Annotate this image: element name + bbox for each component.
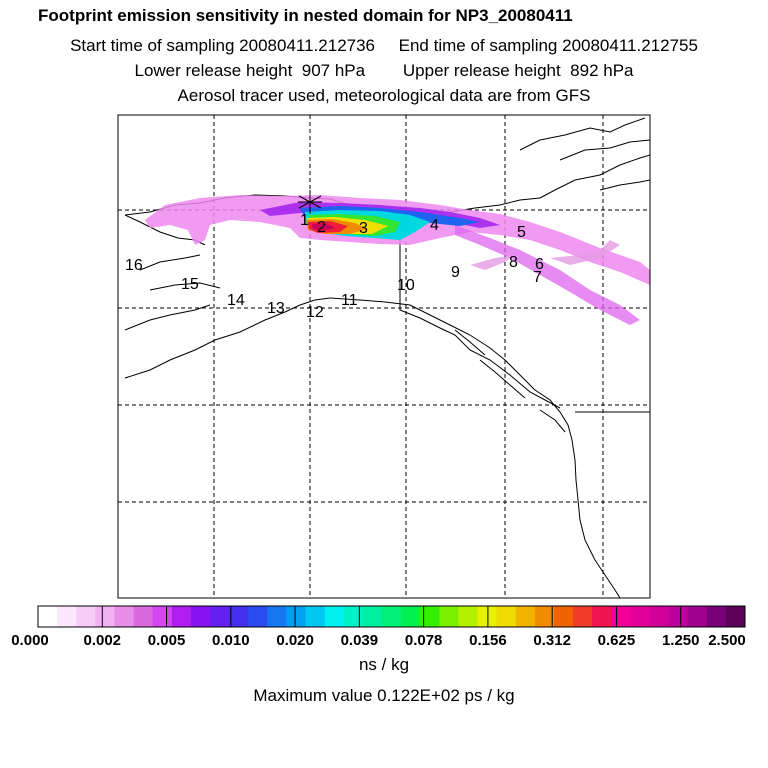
map-label-8: 8: [509, 254, 518, 271]
colorbar-swatch: [286, 606, 306, 627]
map-label-13: 13: [267, 300, 285, 317]
colorbar-swatch: [209, 606, 230, 627]
map-area: [118, 115, 650, 598]
map-label-10: 10: [397, 277, 415, 294]
colorbar-swatch: [630, 606, 650, 627]
colorbar-swatch: [57, 606, 77, 627]
map-label-16: 16: [125, 257, 143, 274]
aleutian-peninsula: [124, 297, 331, 379]
colorbar-tick-label: 1.250: [662, 632, 700, 649]
map-frame: [117, 114, 651, 599]
colorbar-swatch: [515, 606, 536, 627]
plot-title: Footprint emission sensitivity in nested…: [38, 6, 573, 25]
plume-core-magenta: [312, 223, 335, 231]
colorbar-tick-label: 0.020: [276, 632, 314, 649]
colorbar-swatch: [229, 606, 249, 627]
upper-height: Upper release height 892 hPa: [402, 61, 634, 80]
bc-islands: [454, 329, 566, 433]
colorbar-swatch: [573, 606, 593, 627]
map-label-6: 6: [535, 256, 544, 273]
colorbar-swatch: [477, 606, 497, 627]
colorbar-swatch: [38, 606, 58, 627]
map-label-1: 1: [300, 212, 309, 229]
colorbar-swatch: [362, 606, 383, 627]
colorbar-swatch: [439, 606, 459, 627]
alaska-canada-border: [399, 208, 561, 409]
colorbar-swatch: [343, 606, 364, 627]
colorbar-tick-label: 0.010: [212, 632, 250, 649]
colorbar-swatch: [171, 606, 192, 627]
canada-arctic-coast: [539, 154, 650, 199]
colorbar-swatch: [534, 606, 555, 627]
colorbar-swatch: [76, 606, 96, 627]
colorbar-swatch: [267, 606, 287, 627]
colorbar-swatch: [305, 606, 326, 627]
colorbar-tick-label: 0.000: [11, 632, 49, 649]
colorbar-swatch: [114, 606, 134, 627]
gulf-of-alaska: [329, 297, 621, 598]
colorbar-swatch: [95, 606, 115, 627]
colorbar-tick-label: 0.156: [469, 632, 507, 649]
emission-plume: [145, 195, 650, 325]
colorbar-swatch: [190, 606, 211, 627]
colorbar-units: ns / kg: [358, 655, 410, 674]
colorbar-swatch: [420, 606, 440, 627]
maximum-value: Maximum value 0.122E+02 ps / kg: [253, 686, 515, 705]
map-label-3: 3: [359, 220, 368, 237]
release-height-line: Lower release height 907 hPa Upper relea…: [0, 61, 768, 81]
plume-streak-1: [455, 225, 640, 325]
map-labels: 1 2 3 4 5 6 7 8 9 10 11 12 13 14 15 16: [125, 212, 544, 321]
map-label-7: 7: [533, 269, 542, 286]
borders: [399, 208, 650, 413]
colorbar-tick-labels: 0.000 0.002 0.005 0.010 0.020 0.039 0.078 0.156…: [11, 632, 746, 649]
map-label-4: 4: [430, 217, 439, 234]
colorbar-swatch: [687, 606, 708, 627]
colorbar-swatch: [458, 606, 478, 627]
colorbar-swatch: [401, 606, 421, 627]
arctic-islands: [519, 117, 650, 191]
colorbar-tick-label: 0.625: [598, 632, 636, 649]
colorbar: [37, 605, 746, 628]
alaska-west-coast: [124, 214, 221, 331]
map-label-9: 9: [451, 264, 460, 281]
colorbar-swatch: [152, 606, 173, 627]
colorbar-swatch: [592, 606, 612, 627]
tracer-info: Aerosol tracer used, meteorological data…: [177, 86, 591, 105]
colorbar-swatch: [725, 606, 746, 627]
graticule: [118, 115, 650, 598]
sampling-time-line: Start time of sampling 20080411.212736 E…: [0, 36, 768, 56]
start-time: Start time of sampling 20080411.212736: [70, 36, 376, 55]
colorbar-swatch: [649, 606, 669, 627]
map-label-2: 2: [317, 219, 326, 236]
colorbar-tick-label: 0.005: [148, 632, 186, 649]
plume-outer: [145, 195, 650, 285]
colorbar-swatch: [611, 606, 631, 627]
plume-streak-2: [470, 240, 620, 270]
colorbar-swatch: [381, 606, 402, 627]
colorbar-swatch: [553, 606, 574, 627]
colorbar-swatch: [324, 606, 345, 627]
map-label-11: 11: [341, 292, 358, 309]
colorbar-tick-label: 0.039: [341, 632, 379, 649]
colorbar-swatch: [496, 606, 517, 627]
colorbar-swatch: [133, 606, 154, 627]
end-time: End time of sampling 20080411.212755: [398, 36, 698, 55]
map-label-12: 12: [306, 304, 324, 321]
asterisk-icon: [298, 190, 322, 214]
colorbar-tick-label: 0.078: [405, 632, 443, 649]
coastlines: [124, 117, 650, 598]
colorbar-swatch: [668, 606, 689, 627]
colorbar-swatch: [706, 606, 727, 627]
map-label-5: 5: [517, 224, 526, 241]
map-label-14: 14: [227, 292, 245, 309]
colorbar-tick-label: 0.312: [533, 632, 571, 649]
colorbar-tick-label: 0.002: [83, 632, 121, 649]
lower-height: Lower release height 907 hPa: [134, 61, 366, 80]
colorbar-tick-label: 2.500: [708, 632, 746, 649]
colorbar-frame: [37, 605, 746, 628]
colorbar-swatch: [248, 606, 268, 627]
map-label-15: 15: [181, 276, 199, 293]
